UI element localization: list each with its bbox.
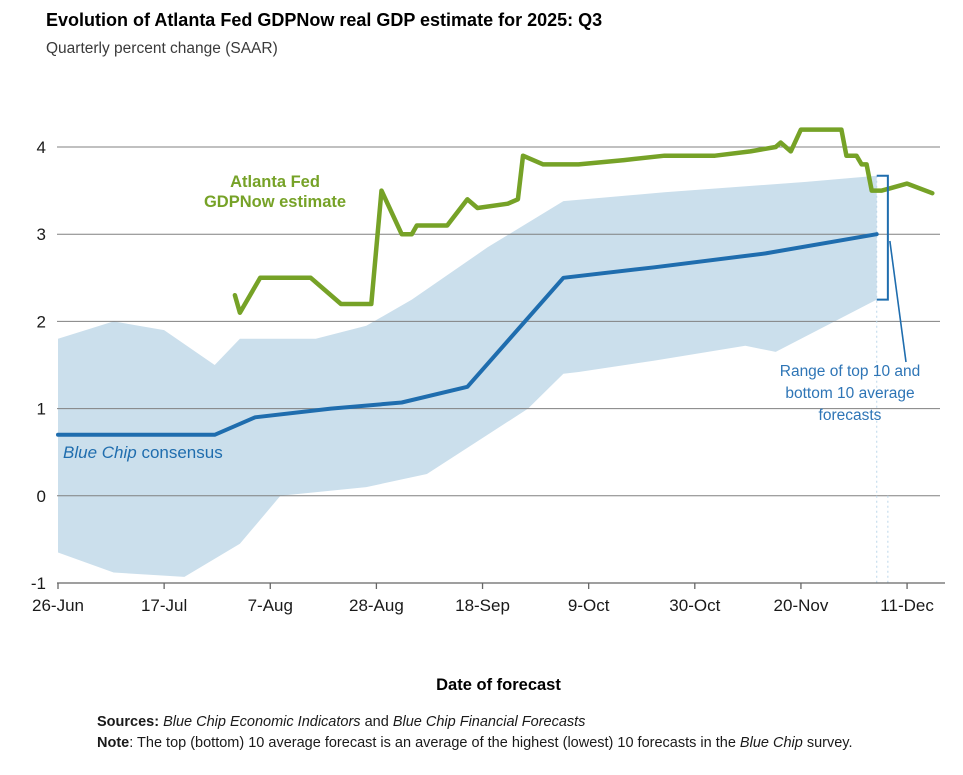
x-tick-label: 7-Aug <box>248 596 293 615</box>
range-annotation: Range of top 10 and bottom 10 average fo… <box>752 361 948 427</box>
note-label: Note <box>97 735 130 751</box>
x-tick-label: 9-Oct <box>568 596 610 615</box>
range-annotation-leader-line <box>889 240 907 363</box>
y-tick-label: 1 <box>37 400 46 419</box>
y-tick-label: 2 <box>37 312 46 331</box>
bluechip-series-label: Blue Chip consensus <box>63 443 223 463</box>
sources-source1: Blue Chip Economic Indicators <box>159 714 361 730</box>
range-annotation-line1: Range of top 10 and <box>779 363 921 380</box>
chart-subtitle: Quarterly percent change (SAAR) <box>46 40 278 57</box>
x-tick-label: 30-Oct <box>669 596 720 615</box>
gridlines <box>57 146 940 497</box>
bluechip-series-label-italic: Blue Chip <box>63 443 137 462</box>
gdpnow-series-label-line2: GDPNow estimate <box>203 193 347 211</box>
y-tick-label: 4 <box>37 138 46 157</box>
y-tick-label: 3 <box>37 225 46 244</box>
x-axis-title: Date of forecast <box>436 676 561 694</box>
y-tick-label: 0 <box>37 487 46 506</box>
sources-label: Sources: <box>97 714 160 730</box>
x-tick-label: 26-Jun <box>32 596 84 615</box>
bluechip-consensus-line <box>56 232 879 437</box>
chart-title: Evolution of Atlanta Fed GDPNow real GDP… <box>46 10 603 30</box>
x-axis: 26-Jun 17-Jul 7-Aug 28-Aug 18-Sep 9-Oct 30-Oct… <box>32 582 945 615</box>
y-tick-label: -1 <box>31 574 46 593</box>
chart-area: 26-Jun 17-Jul 7-Aug 28-Aug 18-Sep 9-Oct 30-Oct… <box>0 100 963 645</box>
note-text2: survey. <box>802 735 853 751</box>
range-annotation-line2: bottom 10 average <box>785 385 915 402</box>
x-tick-label: 28-Aug <box>349 596 404 615</box>
sources-line: Sources: Blue Chip Economic Indicators a… <box>97 712 853 733</box>
range-bracket <box>876 174 907 363</box>
forecast-range-band <box>58 175 877 577</box>
chart-plot: 26-Jun 17-Jul 7-Aug 28-Aug 18-Sep 9-Oct 30-Oct… <box>31 127 945 615</box>
note-line: Note: The top (bottom) 10 average foreca… <box>97 733 853 754</box>
bluechip-series-label-regular: consensus <box>136 443 223 462</box>
x-tick-label: 17-Jul <box>141 596 187 615</box>
note-text1: : The top (bottom) 10 average forecast i… <box>129 735 740 751</box>
gdpnow-estimate-line <box>232 127 935 315</box>
x-tick-label: 20-Nov <box>774 596 829 615</box>
sources-and: and <box>360 714 393 730</box>
x-tick-label: 11-Dec <box>880 596 934 615</box>
gdpnow-series-label-line1: Atlanta Fed <box>230 173 320 191</box>
footer-notes: Sources: Blue Chip Economic Indicators a… <box>97 712 853 754</box>
range-annotation-line3: forecasts <box>818 407 882 424</box>
note-italic: Blue Chip <box>739 735 803 751</box>
y-axis-labels: 4 3 2 1 0 -1 <box>31 138 46 593</box>
sources-source2: Blue Chip Financial Forecasts <box>392 714 586 730</box>
x-tick-label: 18-Sep <box>455 596 510 615</box>
gdpnow-series-label: Atlanta Fed GDPNow estimate <box>165 172 385 212</box>
